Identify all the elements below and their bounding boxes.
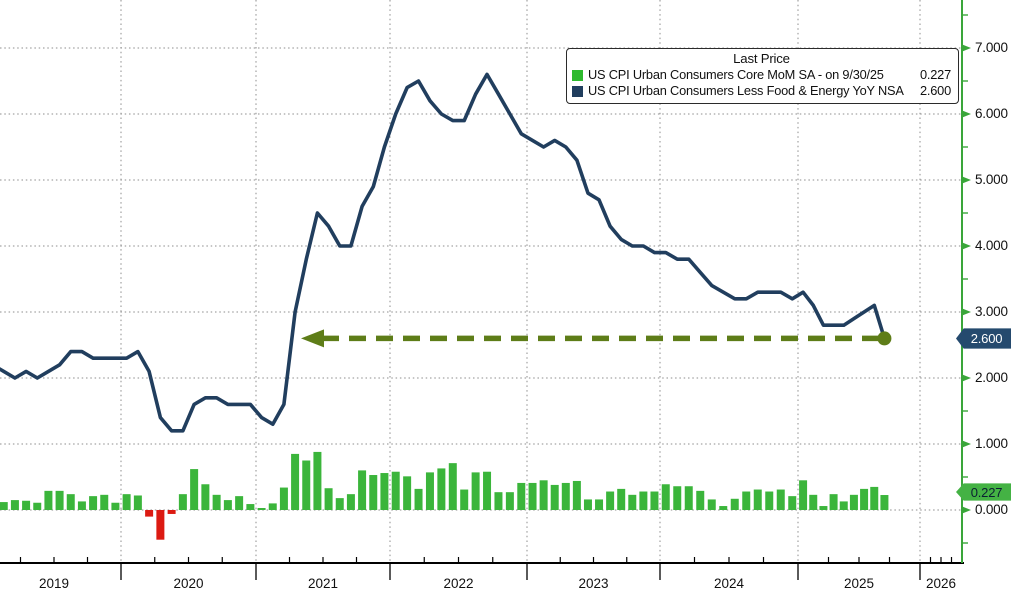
navy-swatch-icon bbox=[572, 85, 583, 97]
y-axis-tick-label: 6.000 bbox=[975, 106, 1008, 121]
x-axis-year-label: 2020 bbox=[173, 576, 204, 591]
y-axis-tick-label: 2.000 bbox=[975, 370, 1008, 385]
x-axis-year-label: 2024 bbox=[713, 576, 745, 591]
y-axis-tick-label: 4.000 bbox=[975, 238, 1008, 253]
green-swatch-icon bbox=[572, 69, 583, 81]
legend-label-core-yoy: US CPI Urban Consumers Less Food & Energ… bbox=[588, 83, 904, 98]
last-price-badge-mom: 0.227 bbox=[956, 483, 1011, 501]
legend-box: Last Price US CPI Urban Consumers Core M… bbox=[566, 48, 959, 104]
legend-label-core-mom: US CPI Urban Consumers Core MoM SA - on … bbox=[588, 67, 884, 82]
y-axis-tick-label: 5.000 bbox=[975, 172, 1008, 187]
legend-title: Last Price bbox=[733, 51, 790, 66]
x-axis-year-label: 2021 bbox=[307, 576, 339, 591]
legend-value-core-yoy: 2.600 bbox=[919, 83, 951, 98]
x-axis-year-label: 2026 bbox=[925, 576, 957, 591]
legend-value-core-mom: 0.227 bbox=[919, 67, 951, 82]
x-axis-year-label: 2023 bbox=[578, 576, 609, 591]
x-axis-year-label: 2022 bbox=[443, 576, 474, 591]
y-axis-tick-label: 7.000 bbox=[975, 40, 1008, 55]
x-axis-year-label: 2019 bbox=[38, 576, 70, 591]
legend-row-core-yoy: US CPI Urban Consumers Less Food & Energ… bbox=[572, 83, 951, 99]
x-axis-year-label: 2025 bbox=[843, 576, 875, 591]
y-axis-tick-label: 3.000 bbox=[975, 304, 1008, 319]
y-axis-tick-label: 1.000 bbox=[975, 436, 1008, 451]
y-axis-tick-label: 0.000 bbox=[975, 502, 1008, 517]
last-price-badge-yoy: 2.600 bbox=[956, 328, 1011, 349]
legend-row-core-mom: US CPI Urban Consumers Core MoM SA - on … bbox=[572, 67, 951, 83]
